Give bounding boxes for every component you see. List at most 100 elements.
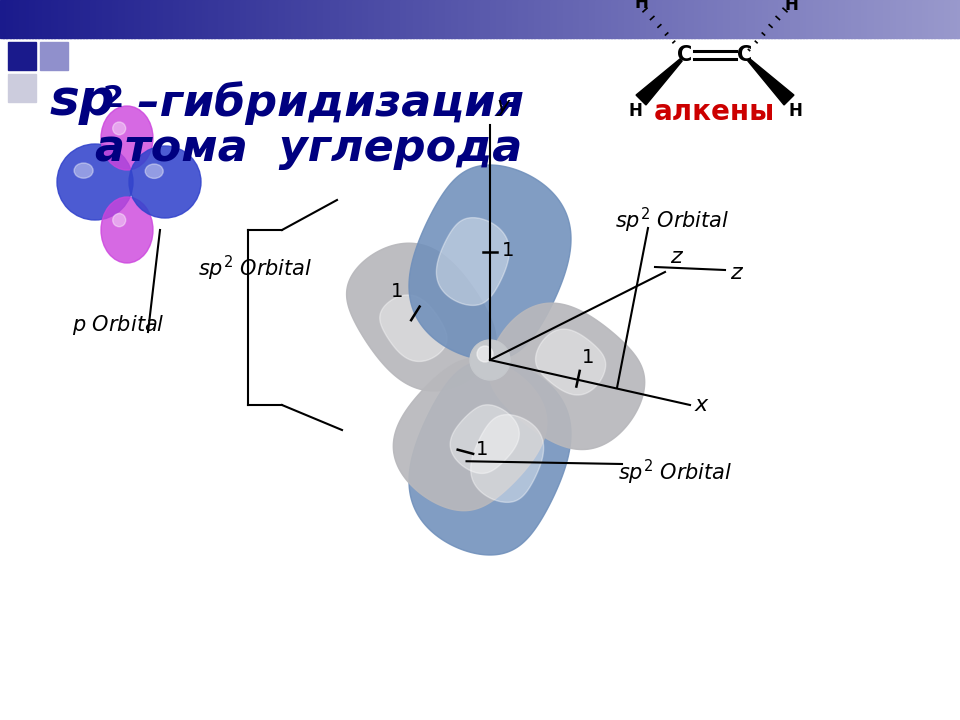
Bar — [900, 0, 903, 38]
Bar — [490, 0, 493, 38]
Bar — [55, 0, 59, 38]
Bar — [842, 0, 846, 38]
Bar — [134, 0, 138, 38]
Bar — [823, 0, 827, 38]
Bar — [819, 0, 824, 38]
Ellipse shape — [112, 214, 126, 227]
Text: алкены: алкены — [654, 98, 775, 126]
Bar — [444, 0, 449, 38]
Bar — [605, 0, 609, 38]
Bar — [669, 0, 673, 38]
Bar — [36, 0, 39, 38]
Bar — [377, 0, 382, 38]
Bar — [790, 0, 795, 38]
Bar — [509, 0, 513, 38]
Polygon shape — [347, 243, 496, 391]
Text: H: H — [634, 0, 648, 12]
Bar — [208, 0, 212, 38]
Bar — [272, 0, 276, 38]
Bar — [787, 0, 791, 38]
Bar — [144, 0, 148, 38]
Bar — [758, 0, 762, 38]
Bar — [480, 0, 484, 38]
Bar — [778, 0, 781, 38]
Bar — [112, 0, 116, 38]
Bar — [326, 0, 330, 38]
Bar — [806, 0, 810, 38]
Bar — [22, 0, 27, 38]
Bar — [752, 0, 756, 38]
Bar — [487, 0, 491, 38]
Bar — [864, 0, 868, 38]
Bar — [41, 0, 46, 38]
Bar — [132, 0, 135, 38]
Bar — [461, 0, 465, 38]
Bar — [749, 0, 753, 38]
Bar — [538, 0, 541, 38]
Bar — [547, 0, 551, 38]
Bar — [886, 0, 891, 38]
Bar — [103, 0, 107, 38]
Bar — [912, 0, 916, 38]
Bar — [352, 0, 356, 38]
Bar — [516, 0, 519, 38]
Bar — [454, 0, 459, 38]
Text: 1: 1 — [391, 282, 403, 302]
Bar — [384, 0, 388, 38]
Bar — [425, 0, 430, 38]
Bar — [710, 0, 714, 38]
Bar — [640, 0, 644, 38]
Bar — [195, 0, 200, 38]
Bar — [470, 0, 474, 38]
Bar — [396, 0, 401, 38]
Bar — [665, 0, 670, 38]
Bar — [905, 0, 910, 38]
Bar — [45, 0, 49, 38]
Bar — [656, 0, 660, 38]
Bar — [64, 0, 68, 38]
Bar — [861, 0, 865, 38]
Bar — [675, 0, 680, 38]
Bar — [218, 0, 222, 38]
Polygon shape — [409, 360, 571, 555]
Bar — [941, 0, 945, 38]
Bar — [118, 0, 123, 38]
Bar — [166, 0, 171, 38]
Bar — [262, 0, 267, 38]
Bar — [540, 0, 545, 38]
Bar — [108, 0, 113, 38]
Bar — [99, 0, 104, 38]
Bar — [717, 0, 721, 38]
Bar — [160, 0, 164, 38]
Bar — [854, 0, 858, 38]
Bar — [588, 0, 593, 38]
Bar — [137, 0, 142, 38]
Bar — [528, 0, 532, 38]
Bar — [8, 42, 36, 70]
Bar — [662, 0, 666, 38]
Bar — [304, 0, 308, 38]
Bar — [314, 0, 318, 38]
Ellipse shape — [57, 144, 133, 220]
Bar — [857, 0, 862, 38]
Bar — [204, 0, 209, 38]
Bar — [141, 0, 145, 38]
Text: $z$: $z$ — [730, 263, 744, 283]
Bar — [0, 0, 4, 38]
Text: 2: 2 — [103, 84, 124, 113]
Bar — [365, 0, 369, 38]
Text: $sp^2$ Orbital: $sp^2$ Orbital — [618, 457, 732, 487]
Bar — [173, 0, 177, 38]
Bar — [420, 0, 423, 38]
Bar — [950, 0, 954, 38]
Bar — [211, 0, 215, 38]
Bar — [931, 0, 935, 38]
Text: sp: sp — [50, 77, 115, 125]
Bar — [32, 0, 36, 38]
Bar — [832, 0, 836, 38]
Bar — [185, 0, 190, 38]
Bar — [804, 0, 807, 38]
Bar — [422, 0, 426, 38]
Polygon shape — [380, 295, 447, 361]
Bar — [550, 0, 555, 38]
